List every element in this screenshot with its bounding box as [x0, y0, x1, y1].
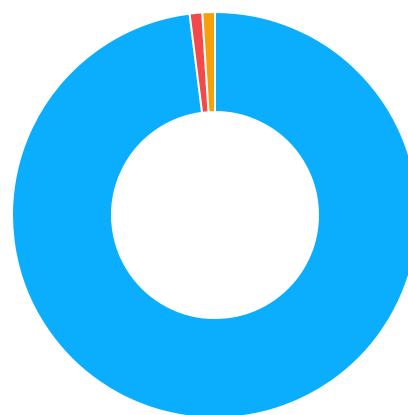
- donut-slice-1[interactable]: [11, 10, 408, 415]
- donut-slice-3[interactable]: [201, 10, 216, 114]
